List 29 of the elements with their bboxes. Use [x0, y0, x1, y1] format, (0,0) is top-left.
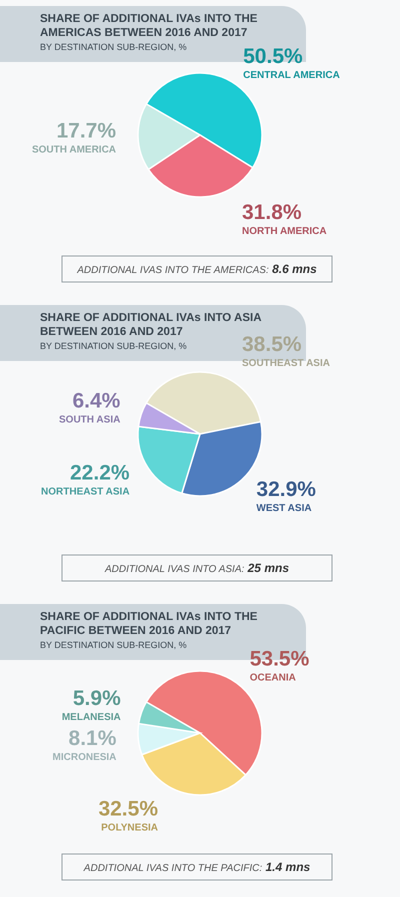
text: ADDITIONAL IVAS INTO THE PACIFIC: 1.4 mns — [82, 860, 311, 874]
data-label: 22.2% — [70, 462, 130, 485]
data-label: 50.5% — [243, 44, 304, 68]
slice-label: NORTH AMERICA — [242, 226, 327, 237]
data-label: 53.5% — [250, 647, 310, 670]
data-label: 8.1% — [68, 727, 117, 750]
chart-title: SHARE OF ADDITIONAL IVAs INTO THE AMERICAS BETWEEN 2016 AND 2017 — [40, 13, 258, 39]
text: ADDITIONAL IVAS INTO THE AMERICAS: 8.6 mns — [76, 262, 318, 276]
text: BY DESTINATION SUB-REGION, % — [40, 341, 187, 351]
slice-label: SOUTH AMERICA — [32, 144, 116, 156]
slice-label: CENTRAL AMERICA — [243, 70, 340, 81]
data-label: 31.8% — [242, 200, 302, 224]
slice-label: MICRONESIA — [52, 752, 116, 764]
data-label: 17.7% — [56, 120, 116, 143]
chart-subtitle: BY DESTINATION SUB-REGION, % — [40, 640, 187, 650]
text: ADDITIONAL IVAS INTO ASIA: 25 mns — [104, 561, 290, 575]
slice-label: NORTHEAST ASIA — [41, 486, 130, 498]
data-label: 5.9% — [72, 687, 122, 710]
slice-label: WEST ASIA — [256, 503, 312, 514]
slice-label: SOUTH ASIA — [59, 414, 120, 426]
chart-subtitle: BY DESTINATION SUB-REGION, % — [40, 42, 187, 52]
data-label: 32.5% — [98, 797, 158, 820]
data-label: 6.4% — [72, 389, 121, 412]
data-label: 32.9% — [256, 478, 316, 502]
slice-label: POLYNESIA — [101, 822, 158, 834]
slice-label: OCEANIA — [250, 672, 296, 684]
slice-label: SOUTHEAST ASIA — [242, 358, 330, 370]
chart-title: SHARE OF ADDITIONAL IVAs INTO THE PACIFIC BETWEEN 2016 AND 2017 — [40, 611, 258, 637]
slice-label: MELANESIA — [62, 712, 121, 724]
